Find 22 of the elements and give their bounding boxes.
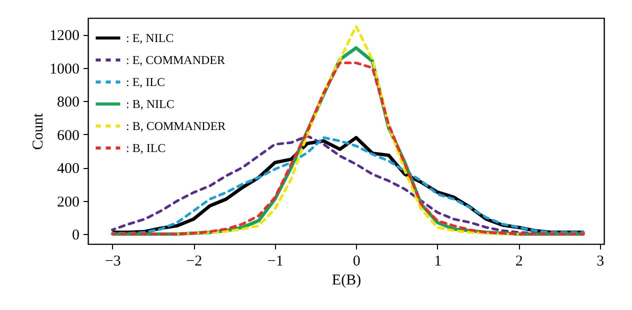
legend-label: : B, ILC [126,141,166,155]
legend-label: : E, ILC [126,75,165,89]
x-tick-label: 3 [596,254,604,270]
y-tick-label: 1000 [50,61,80,78]
x-tick-label: 1 [434,254,442,270]
x-tick-label: −3 [104,254,121,270]
legend-label: : B, COMMANDER [126,119,226,133]
x-axis-title: E(B) [332,272,362,288]
y-axis-title: Count [30,112,46,150]
legend-label: : B, NILC [126,97,174,111]
x-tick-label: −2 [186,254,202,270]
legend-label: : E, COMMANDER [126,53,226,67]
y-tick-label: 200 [57,194,80,210]
x-tick-label: 2 [515,254,523,270]
legend-label: : E, NILC [126,31,174,45]
y-tick-label: 600 [57,128,80,144]
x-tick-label: 0 [352,254,360,270]
y-tick-label: 0 [72,228,80,244]
y-tick-label: 1200 [50,28,80,44]
x-tick-label: −1 [267,254,284,270]
y-tick-label: 400 [57,161,80,178]
y-tick-label: 800 [57,94,80,111]
